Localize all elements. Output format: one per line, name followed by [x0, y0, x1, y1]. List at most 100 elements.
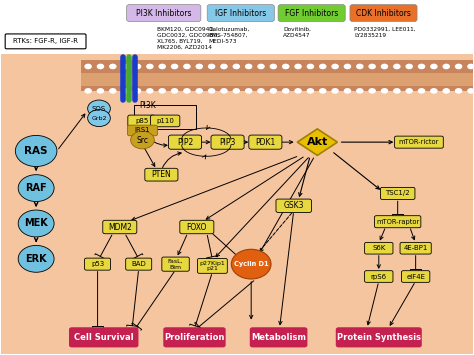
Text: Cell Survival: Cell Survival [74, 333, 134, 342]
Text: PIP3: PIP3 [219, 138, 236, 147]
Circle shape [183, 64, 191, 69]
FancyBboxPatch shape [162, 257, 189, 271]
FancyBboxPatch shape [336, 327, 422, 348]
Circle shape [430, 88, 438, 94]
FancyBboxPatch shape [395, 136, 443, 148]
Text: Cyclin D1: Cyclin D1 [234, 261, 268, 267]
Circle shape [368, 88, 376, 94]
Text: GSK3: GSK3 [283, 201, 304, 210]
FancyBboxPatch shape [163, 327, 226, 348]
Circle shape [146, 64, 154, 69]
Text: Dovitinib,
AZD4547: Dovitinib, AZD4547 [283, 27, 311, 38]
Circle shape [208, 88, 215, 94]
Text: Dalotuzumab,
BMS-754807,
MEDI-573: Dalotuzumab, BMS-754807, MEDI-573 [209, 27, 250, 44]
Circle shape [282, 88, 290, 94]
Text: IRS1: IRS1 [135, 127, 150, 133]
FancyBboxPatch shape [278, 5, 345, 22]
Circle shape [331, 64, 339, 69]
Circle shape [134, 64, 141, 69]
Circle shape [344, 64, 351, 69]
Text: PD0332991, LEE011,
LY2835219: PD0332991, LEE011, LY2835219 [354, 27, 416, 38]
FancyBboxPatch shape [81, 60, 474, 73]
Circle shape [146, 88, 154, 94]
Text: PIP2: PIP2 [177, 138, 193, 147]
Circle shape [18, 210, 54, 237]
Text: RAS: RAS [24, 146, 48, 156]
Text: RTKs: FGF-R, IGF-R: RTKs: FGF-R, IGF-R [13, 38, 78, 44]
Text: Src: Src [137, 136, 148, 144]
FancyBboxPatch shape [180, 220, 214, 234]
Circle shape [331, 88, 339, 94]
Circle shape [15, 135, 57, 166]
Text: eIF4E: eIF4E [406, 273, 425, 279]
Circle shape [88, 110, 110, 127]
FancyBboxPatch shape [401, 271, 430, 282]
FancyBboxPatch shape [127, 5, 201, 22]
Text: BKM120, GDC0941,
GDC0032, GDC0980,
XL765, BYL719,
MK2206, AZD2014: BKM120, GDC0941, GDC0032, GDC0980, XL765… [156, 27, 219, 50]
Circle shape [158, 64, 166, 69]
Circle shape [195, 88, 203, 94]
Circle shape [257, 64, 265, 69]
Circle shape [131, 131, 155, 149]
Circle shape [356, 88, 364, 94]
FancyBboxPatch shape [249, 135, 282, 149]
FancyBboxPatch shape [145, 168, 178, 181]
Circle shape [467, 64, 474, 69]
Circle shape [220, 88, 228, 94]
Circle shape [84, 88, 92, 94]
FancyBboxPatch shape [207, 5, 274, 22]
Circle shape [231, 249, 271, 279]
Text: Grb2: Grb2 [91, 116, 107, 121]
FancyBboxPatch shape [381, 187, 415, 200]
Circle shape [245, 64, 253, 69]
FancyBboxPatch shape [400, 242, 431, 254]
Text: IGF Inhibitors: IGF Inhibitors [215, 9, 266, 17]
FancyBboxPatch shape [211, 135, 244, 149]
FancyBboxPatch shape [103, 220, 137, 234]
FancyBboxPatch shape [128, 125, 157, 136]
Text: MEK: MEK [24, 218, 48, 229]
FancyBboxPatch shape [374, 216, 421, 228]
Circle shape [393, 64, 401, 69]
Circle shape [294, 88, 302, 94]
FancyBboxPatch shape [81, 73, 474, 86]
Circle shape [97, 64, 104, 69]
Circle shape [245, 88, 253, 94]
Text: Metabolism: Metabolism [251, 333, 306, 342]
FancyBboxPatch shape [365, 242, 393, 254]
Text: 4E-BP1: 4E-BP1 [403, 245, 428, 251]
FancyBboxPatch shape [81, 77, 474, 91]
Text: PTEN: PTEN [152, 170, 171, 179]
Circle shape [455, 64, 462, 69]
Circle shape [381, 64, 388, 69]
FancyBboxPatch shape [250, 327, 308, 348]
FancyBboxPatch shape [276, 199, 311, 213]
Circle shape [134, 88, 141, 94]
Text: ERK: ERK [25, 254, 47, 264]
Text: FOXO: FOXO [187, 223, 207, 231]
FancyBboxPatch shape [126, 258, 152, 270]
Circle shape [418, 88, 425, 94]
FancyBboxPatch shape [350, 5, 417, 22]
Text: PI3K: PI3K [139, 100, 155, 109]
Circle shape [121, 88, 129, 94]
Circle shape [418, 64, 425, 69]
Circle shape [171, 64, 178, 69]
Circle shape [381, 88, 388, 94]
Circle shape [195, 64, 203, 69]
FancyBboxPatch shape [0, 54, 474, 354]
Circle shape [171, 88, 178, 94]
Circle shape [208, 64, 215, 69]
FancyBboxPatch shape [198, 258, 228, 273]
Text: FGF Inhibitors: FGF Inhibitors [285, 9, 338, 17]
Circle shape [183, 88, 191, 94]
Circle shape [393, 88, 401, 94]
Circle shape [307, 64, 314, 69]
Text: mTOR-raptor: mTOR-raptor [376, 219, 419, 225]
Circle shape [97, 88, 104, 94]
Circle shape [455, 88, 462, 94]
Text: p85: p85 [135, 118, 148, 124]
FancyBboxPatch shape [168, 135, 201, 149]
Text: BAD: BAD [131, 261, 146, 267]
Circle shape [319, 88, 327, 94]
